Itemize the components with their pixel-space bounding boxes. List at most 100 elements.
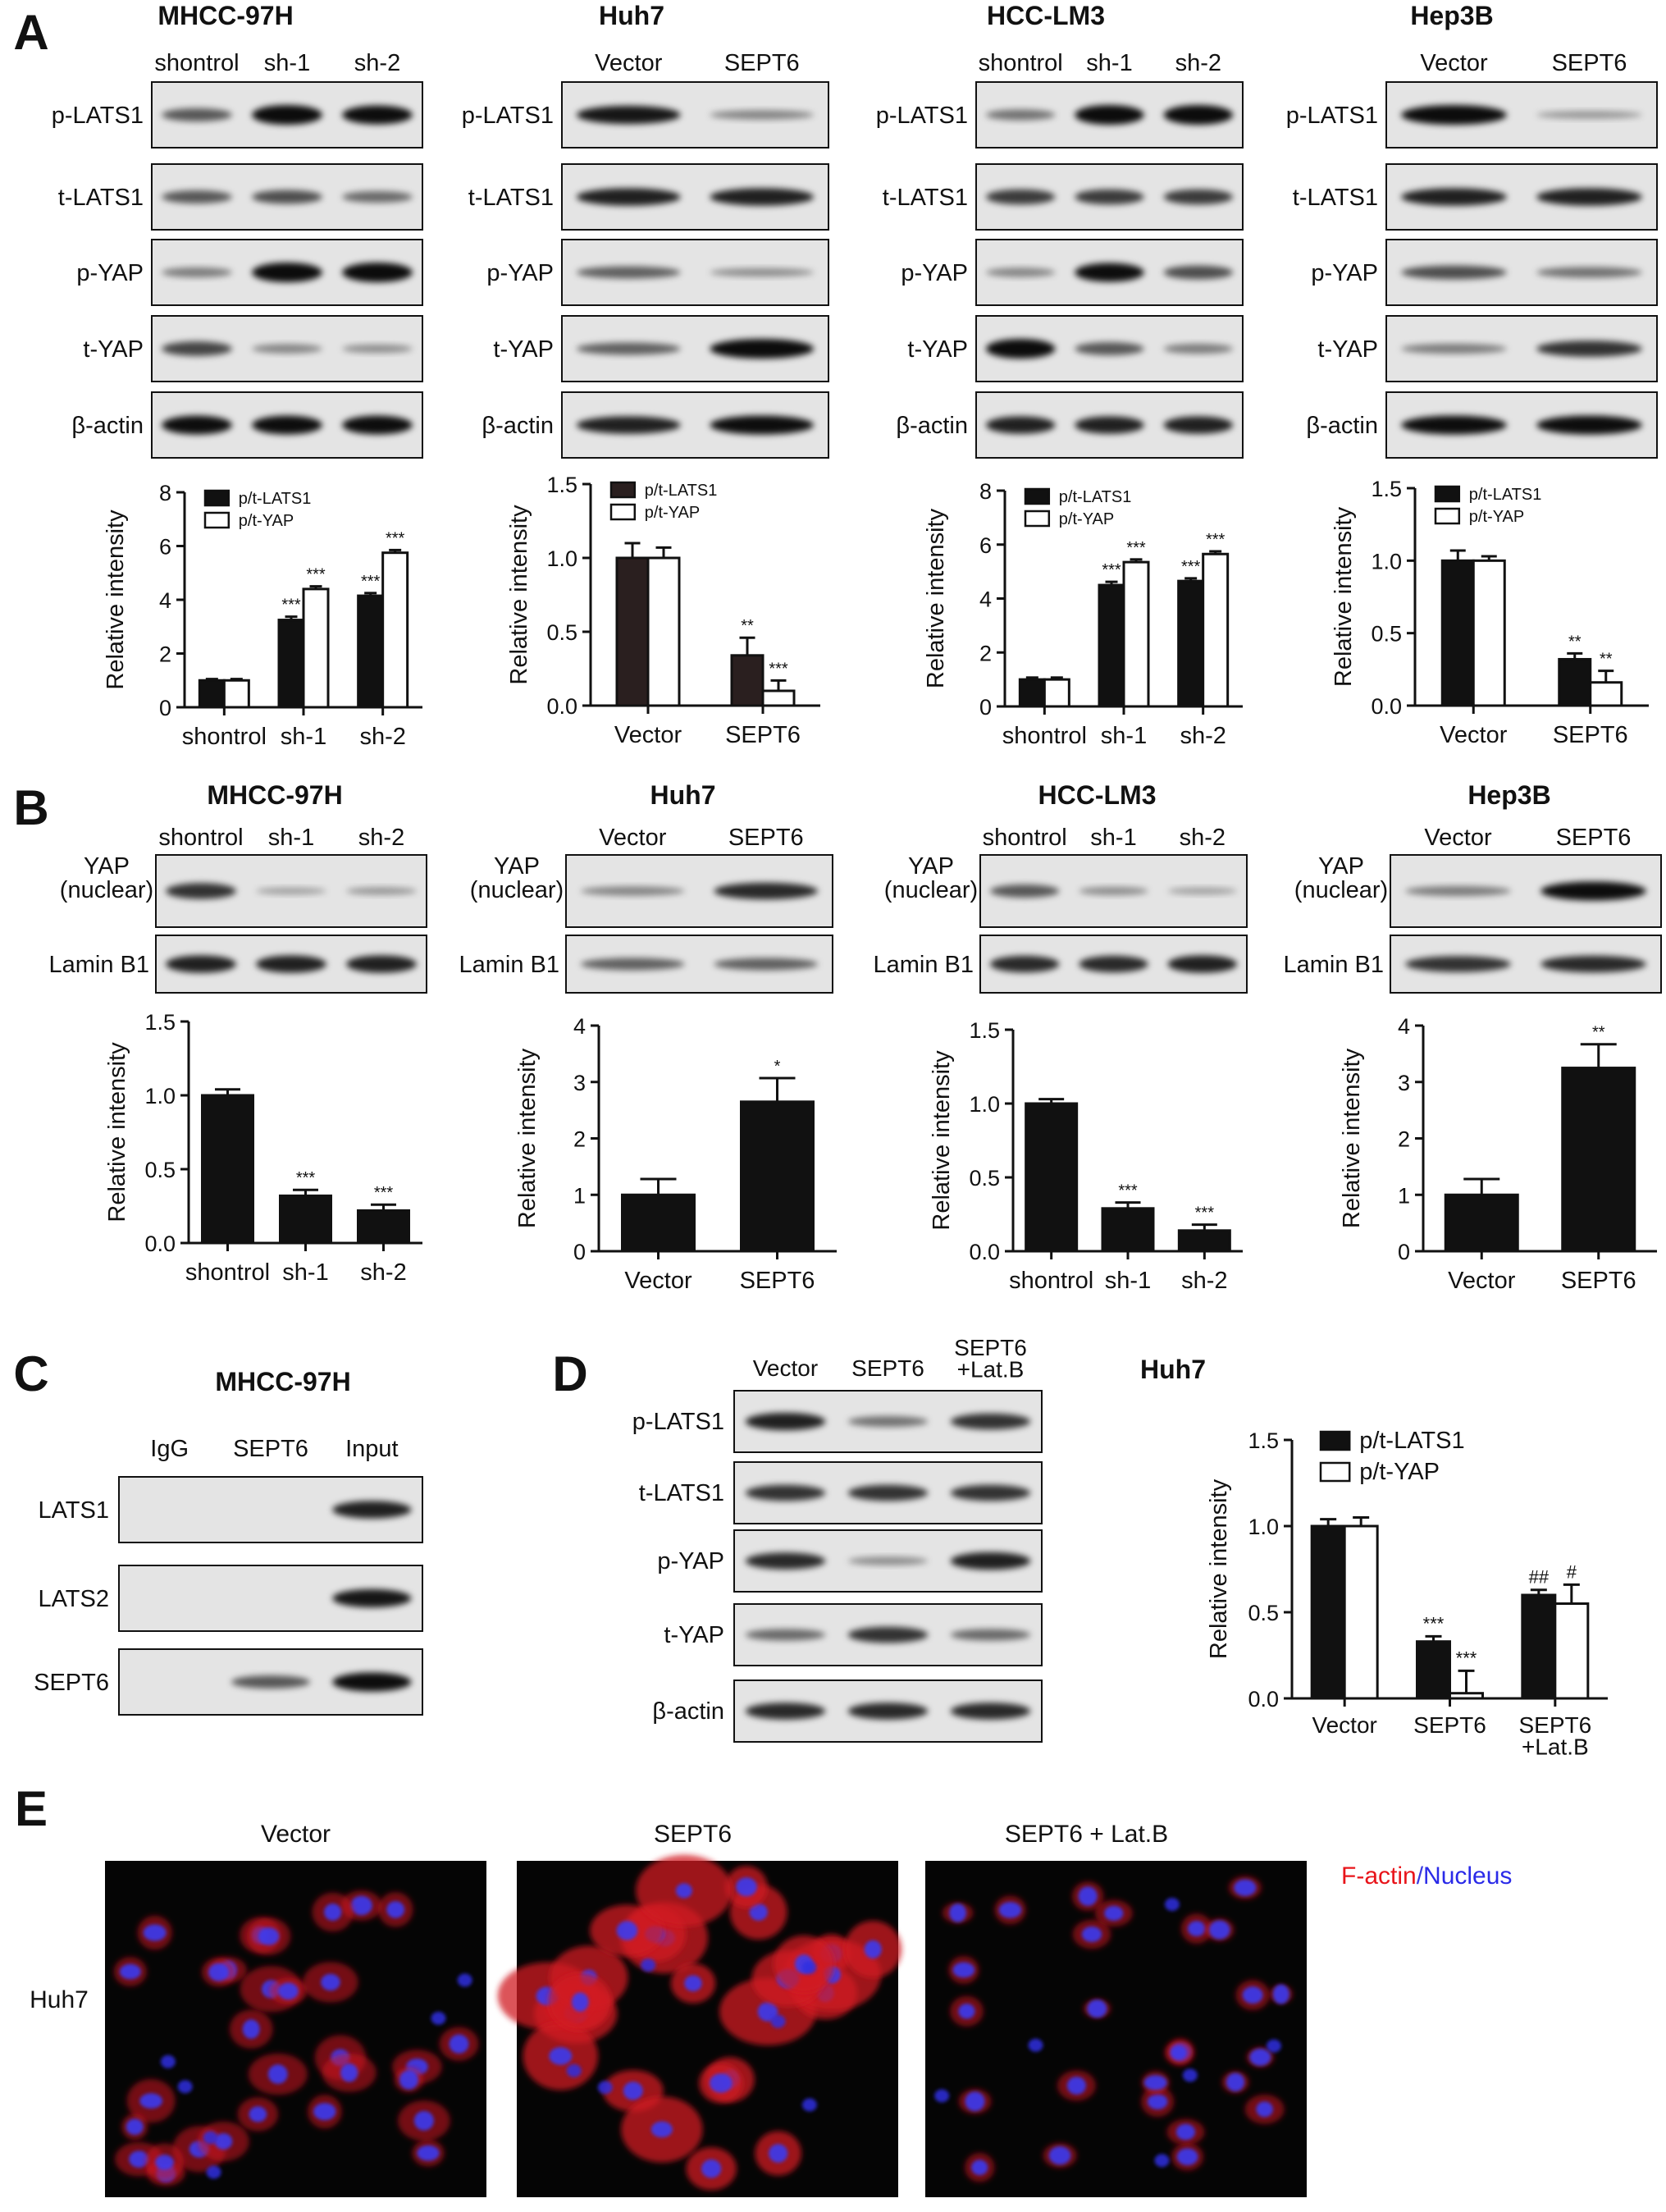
blot-row-label: t-LATS1 bbox=[468, 185, 554, 211]
blot-strip bbox=[975, 315, 1244, 382]
blot-band bbox=[950, 1702, 1031, 1720]
nucleus bbox=[684, 1975, 702, 1992]
nucleus bbox=[1154, 2154, 1170, 2168]
nucleus bbox=[1143, 2075, 1167, 2091]
label-line: (nuclear) bbox=[470, 877, 564, 903]
nucleus bbox=[277, 1982, 299, 2000]
blot-band bbox=[950, 1413, 1031, 1430]
blot-strip bbox=[1390, 854, 1662, 928]
lane-label: SEPT6 bbox=[233, 1436, 308, 1462]
blot-band bbox=[162, 267, 232, 278]
legend-label: p/t-YAP bbox=[239, 512, 294, 530]
significance-label: ** bbox=[1568, 633, 1582, 651]
nucleus bbox=[267, 2064, 288, 2084]
image-column-label: Vector bbox=[261, 1821, 331, 1848]
cell-line-title: Hep3B bbox=[1467, 780, 1550, 810]
panel-letter-e: E bbox=[15, 1781, 48, 1836]
blot-row-label: p-YAP bbox=[901, 260, 968, 286]
nucleus bbox=[1272, 1984, 1289, 2004]
y-tick-label: 0.0 bbox=[1371, 694, 1402, 719]
nucleus bbox=[129, 2150, 149, 2168]
blot-row-label: p-YAP bbox=[657, 1548, 724, 1574]
micrograph-0 bbox=[105, 1861, 486, 2197]
blot-strip bbox=[1385, 239, 1658, 306]
blot-row-label: t-LATS1 bbox=[639, 1480, 724, 1506]
cell-line-title: MHCC-97H bbox=[157, 1, 293, 30]
nucleus bbox=[1182, 2068, 1198, 2082]
x-tick-label: SEPT6 +Lat.B bbox=[1518, 1712, 1591, 1760]
blot-band bbox=[710, 415, 815, 435]
bar bbox=[1043, 678, 1070, 708]
blot-band bbox=[342, 263, 413, 282]
blot-band bbox=[252, 415, 322, 435]
blot-strip bbox=[1390, 935, 1662, 994]
nucleus bbox=[801, 1960, 817, 1974]
x-tick-label: Vector bbox=[1440, 722, 1508, 748]
bar bbox=[1521, 1593, 1557, 1700]
x-tick-label: Vector bbox=[614, 722, 682, 748]
y-tick-label: 4 bbox=[159, 588, 171, 613]
label-line: SEPT6 bbox=[1518, 1712, 1591, 1738]
blot-band bbox=[576, 266, 681, 279]
lane-label: Vector bbox=[599, 825, 667, 851]
bar-chart-b3: 0.0 0.5 1.0 1.5 Relative intensity shontrol sh… bbox=[929, 1018, 1243, 1294]
nucleus bbox=[203, 2131, 218, 2145]
bar bbox=[1554, 1602, 1590, 1700]
blot-band bbox=[1163, 189, 1234, 205]
blot-band bbox=[332, 1672, 412, 1692]
lane-label: SEPT6 bbox=[724, 50, 800, 76]
y-tick-label: 0.5 bbox=[969, 1166, 1000, 1191]
nucleus bbox=[1208, 1920, 1230, 1940]
y-tick-label: 0 bbox=[1398, 1240, 1410, 1264]
blot-band bbox=[985, 339, 1056, 359]
blot-strip bbox=[1385, 315, 1658, 382]
blot-strip bbox=[733, 1461, 1043, 1524]
blot-band bbox=[985, 189, 1056, 205]
image-row-label: Huh7 bbox=[30, 1986, 89, 2013]
y-tick-label: 0.5 bbox=[546, 620, 577, 645]
bar-chart-a2: 0.0 0.5 1.0 1.5 Relative intensity Vector SEPT… bbox=[506, 473, 820, 748]
blot-band bbox=[847, 1415, 929, 1428]
blot-band bbox=[714, 882, 819, 900]
blot-band bbox=[162, 341, 232, 356]
bar bbox=[1416, 1640, 1451, 1700]
blot-band bbox=[985, 109, 1056, 121]
blot-row-label: β-actin bbox=[71, 413, 144, 439]
blot-band bbox=[332, 1588, 412, 1608]
y-tick-label: 1.5 bbox=[546, 473, 577, 497]
nucleus bbox=[417, 2145, 440, 2161]
blot-band bbox=[710, 267, 815, 277]
nucleus bbox=[249, 2106, 267, 2123]
blot-row-label: p-LATS1 bbox=[462, 103, 554, 129]
blot-band bbox=[166, 883, 236, 899]
blot-band bbox=[714, 957, 819, 971]
y-tick-label: 0.0 bbox=[1248, 1687, 1279, 1712]
blot-band bbox=[1075, 342, 1144, 355]
y-tick-label: 1.0 bbox=[1248, 1515, 1279, 1539]
y-tick-label: 1 bbox=[1398, 1183, 1410, 1208]
blot-strip bbox=[151, 391, 423, 459]
nucleus bbox=[457, 1973, 472, 1987]
bar bbox=[740, 1100, 815, 1253]
significance-label: *** bbox=[1126, 539, 1146, 557]
nucleus bbox=[710, 2073, 733, 2093]
blot-band bbox=[745, 1629, 826, 1641]
blot-band bbox=[342, 190, 413, 203]
blot-row-label: p-YAP bbox=[486, 260, 554, 286]
nucleus bbox=[324, 1904, 342, 1921]
blot-strip bbox=[979, 854, 1248, 928]
x-tick-label: sh-1 bbox=[281, 724, 326, 750]
legend-part: F-actin bbox=[1341, 1862, 1417, 1890]
blot-band bbox=[745, 1484, 826, 1501]
blot-strip bbox=[975, 239, 1244, 306]
blot-row-label: t-YAP bbox=[493, 336, 554, 363]
significance-label: *** bbox=[1423, 1613, 1445, 1634]
nucleus bbox=[571, 1992, 589, 2012]
lane-label: Input bbox=[345, 1436, 399, 1462]
nucleus bbox=[934, 2089, 950, 2103]
y-tick-label: 6 bbox=[979, 533, 992, 558]
significance-label: *** bbox=[1181, 558, 1201, 576]
panel-d-title: Huh7 bbox=[1140, 1355, 1206, 1384]
y-tick-label: 2 bbox=[573, 1127, 586, 1152]
blot-band bbox=[342, 415, 413, 435]
